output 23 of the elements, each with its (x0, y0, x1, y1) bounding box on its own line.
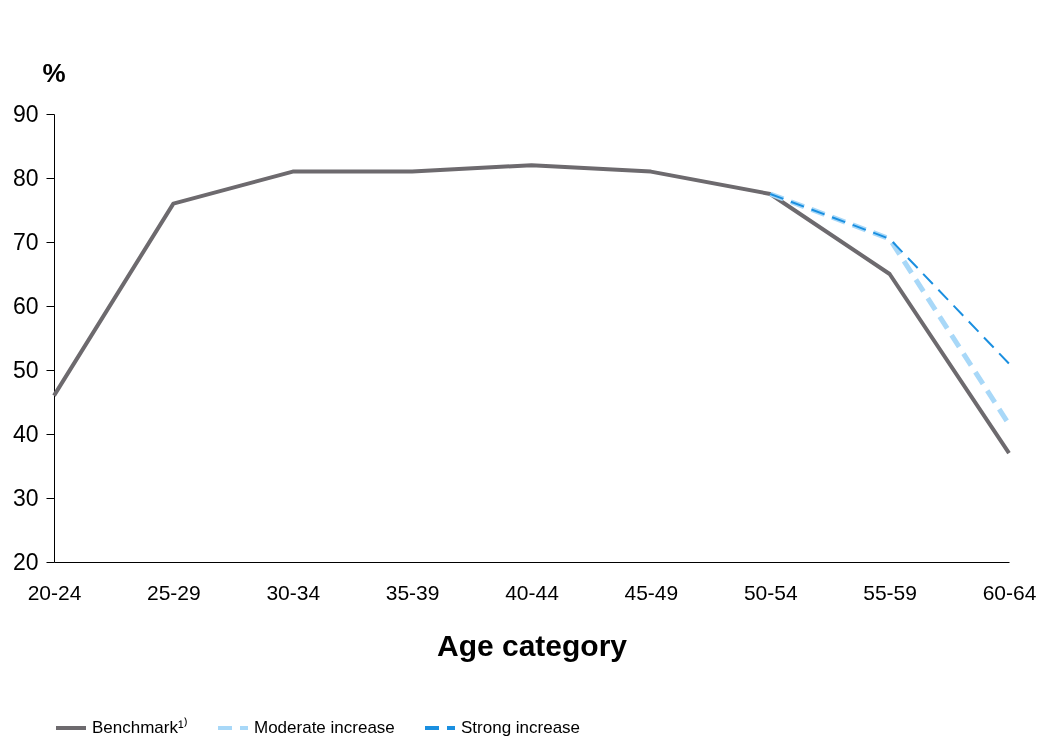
y-axis-title: % (42, 57, 66, 88)
legend-label: Moderate increase (254, 718, 395, 737)
y-tick-label: 30 (12, 484, 39, 511)
line-series (52, 163, 1011, 456)
x-tick-label: 50-54 (743, 580, 798, 604)
y-tick-label: 40 (12, 420, 39, 447)
y-tick-label: 20 (12, 548, 39, 575)
y-tick-label: 60 (12, 292, 39, 319)
y-tick-label: 50 (12, 356, 39, 383)
legend-label: Benchmark¹⁾ (92, 717, 188, 737)
x-axis-title: Age category (436, 628, 628, 662)
x-tick-label: 55-59 (863, 580, 917, 604)
x-tick-label: 20-24 (27, 580, 82, 604)
x-tick-label: 60-64 (982, 580, 1037, 604)
x-tick-label: 30-34 (266, 580, 321, 604)
y-tick-label: 80 (12, 164, 39, 191)
x-tick-label: 45-49 (624, 580, 679, 604)
y-tick-label: 90 (12, 100, 39, 127)
y-tick-label: 70 (12, 228, 39, 255)
x-tick-label: 40-44 (505, 580, 560, 604)
legend-label: Strong increase (461, 718, 581, 737)
x-tick-label: 25-29 (147, 580, 201, 604)
x-tick-label: 35-39 (385, 580, 440, 604)
